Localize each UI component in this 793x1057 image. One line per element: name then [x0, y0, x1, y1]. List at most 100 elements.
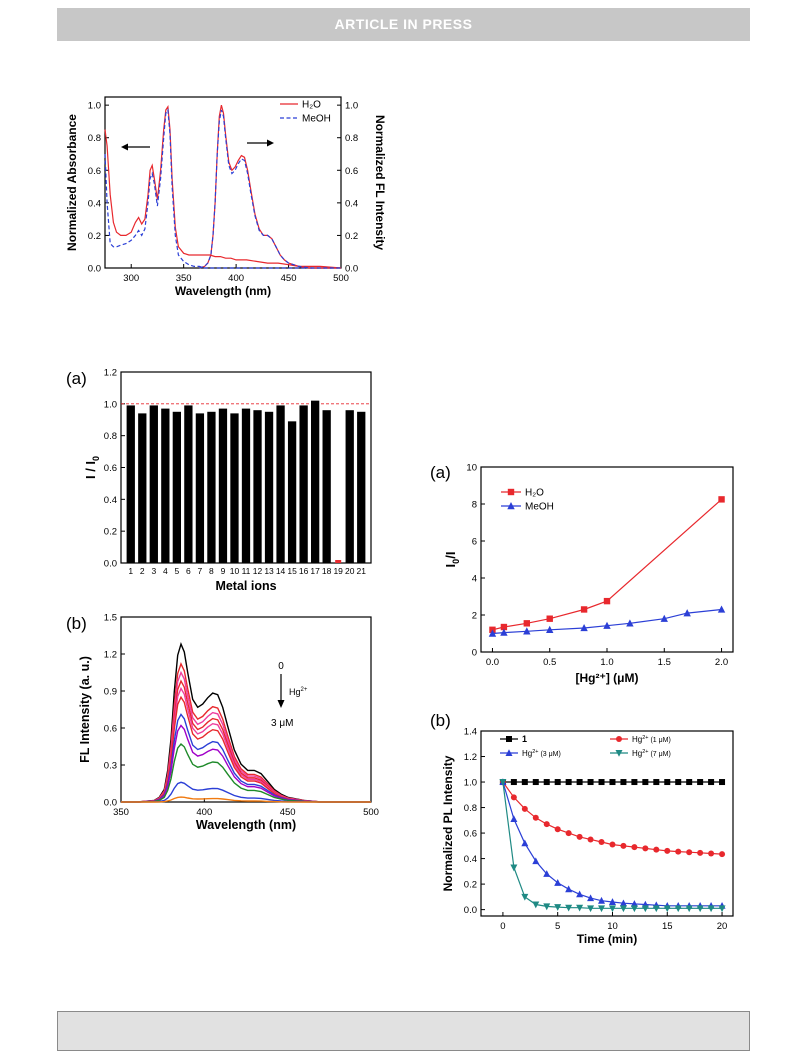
series-line-3 [121, 670, 371, 803]
x-tick-label: 400 [228, 273, 244, 284]
y-tick-label: 0.8 [464, 803, 477, 814]
y-tick-label: 0.2 [88, 231, 101, 242]
data-point [719, 779, 726, 786]
y-tick-label: 0.6 [104, 724, 117, 735]
legend-label-superscript: 2+ [532, 749, 538, 755]
chart-metal-ions-bar: 0.00.20.40.60.81.01.21 2 3 4 5 6 7 8 9 10 11 12 13 14… [66, 368, 372, 593]
y-tick-label: 0.6 [88, 166, 101, 177]
annotation-ion: Hg2+ [289, 687, 308, 697]
data-point [652, 905, 660, 913]
x-axis-label: [Hg²⁺] (μM) [576, 671, 639, 685]
data-point [554, 879, 562, 886]
y-tick-label-right: 1.0 [345, 101, 358, 112]
x-tick-label: 2.0 [715, 657, 728, 668]
x-tick-label: 16 [299, 566, 309, 576]
data-point [543, 821, 550, 828]
x-tick-label: 18 [322, 566, 332, 576]
data-point [696, 905, 704, 913]
data-point [532, 901, 540, 909]
series-line-11 [121, 796, 371, 803]
y-axis-label: FL Intensity (a. u.) [78, 656, 92, 763]
data-point [642, 779, 649, 786]
x-axis-label: Wavelength (nm) [175, 284, 271, 298]
y-tick-label: 0.9 [104, 687, 117, 698]
legend-label-superscript: 2+ [642, 749, 648, 755]
data-point [686, 779, 693, 786]
bar [218, 408, 228, 563]
data-point [510, 864, 518, 872]
x-tick-label: 6 [186, 566, 191, 576]
legend-label-h2o: H₂O [302, 100, 321, 111]
panel-label: (b) [430, 711, 451, 730]
bar [184, 405, 193, 563]
x-tick-label: 11 [242, 566, 251, 576]
data-point [620, 779, 627, 786]
header-title: ARTICLE IN PRESS [334, 16, 473, 32]
data-point [697, 779, 704, 786]
x-tick-label: 5 [555, 921, 560, 932]
data-point [532, 779, 539, 786]
data-point [619, 899, 627, 907]
data-point [608, 905, 616, 913]
data-point [546, 615, 553, 622]
panel-label: (a) [430, 463, 451, 482]
data-point [587, 905, 595, 913]
bar [138, 413, 147, 563]
x-tick-label: 1.0 [600, 657, 613, 668]
legend-marker [505, 749, 513, 756]
y-tick-label: 1.0 [104, 399, 117, 410]
data-point [619, 905, 627, 913]
footer-bar [57, 1011, 750, 1051]
data-point [499, 779, 507, 786]
legend-marker [615, 750, 623, 757]
x-tick-label: 8 [209, 566, 214, 576]
data-point [717, 605, 726, 613]
data-point [609, 841, 616, 848]
data-point [603, 621, 611, 629]
data-point [663, 905, 671, 913]
x-tick-label: 500 [363, 807, 379, 818]
y-axis-label-subscript: 0 [451, 559, 461, 564]
data-point [630, 900, 638, 907]
x-tick-label: 0 [500, 921, 505, 932]
y-tick-label: 0.0 [104, 559, 117, 570]
x-tick-label: 20 [345, 566, 355, 576]
x-tick-label: 350 [176, 273, 192, 284]
data-point [510, 794, 517, 801]
x-tick-label: 5 [174, 566, 179, 576]
x-tick-label: 17 [310, 566, 320, 576]
bar [126, 405, 135, 563]
data-point [554, 779, 561, 786]
bar [264, 411, 274, 563]
legend-marker [507, 502, 515, 510]
y-tick-label: 1.5 [104, 613, 117, 624]
data-point [580, 623, 588, 632]
bar [299, 405, 308, 563]
chart-i0-vs-hg: 0 2 4 6 8 10 0.0 0.5 1.0 1.5 2.0 (a) [Hg²⁺] (μM) I0/I… [430, 463, 734, 685]
data-point [608, 898, 616, 905]
data-point [664, 779, 671, 786]
series-line-7 [121, 713, 371, 803]
y-tick-label: 4 [472, 574, 477, 585]
legend-label: Hg2+ (1 μM) [632, 735, 671, 744]
data-point [675, 848, 682, 855]
y-tick-label: 0.0 [88, 264, 101, 275]
y-axis-label: I / I0 [83, 456, 101, 479]
annotation-start: 0 [278, 661, 284, 672]
data-point [587, 836, 594, 843]
legend-label: 1 [522, 734, 527, 744]
data-point [532, 857, 540, 865]
annotation-end: 3 μM [271, 718, 293, 729]
x-axis-label: Time (min) [577, 932, 637, 946]
y-axis-label-right: Normalized FL Intensity [373, 115, 387, 250]
series-line-8 [121, 724, 371, 803]
x-axis-label: Metal ions [215, 579, 276, 593]
y-tick-label: 10 [466, 463, 477, 474]
data-point [598, 779, 605, 786]
data-point [580, 606, 588, 613]
y-tick-label: 2 [472, 611, 477, 622]
data-point [697, 849, 704, 856]
data-point [674, 905, 682, 913]
series-line-10 [121, 781, 371, 803]
data-point [543, 779, 550, 786]
